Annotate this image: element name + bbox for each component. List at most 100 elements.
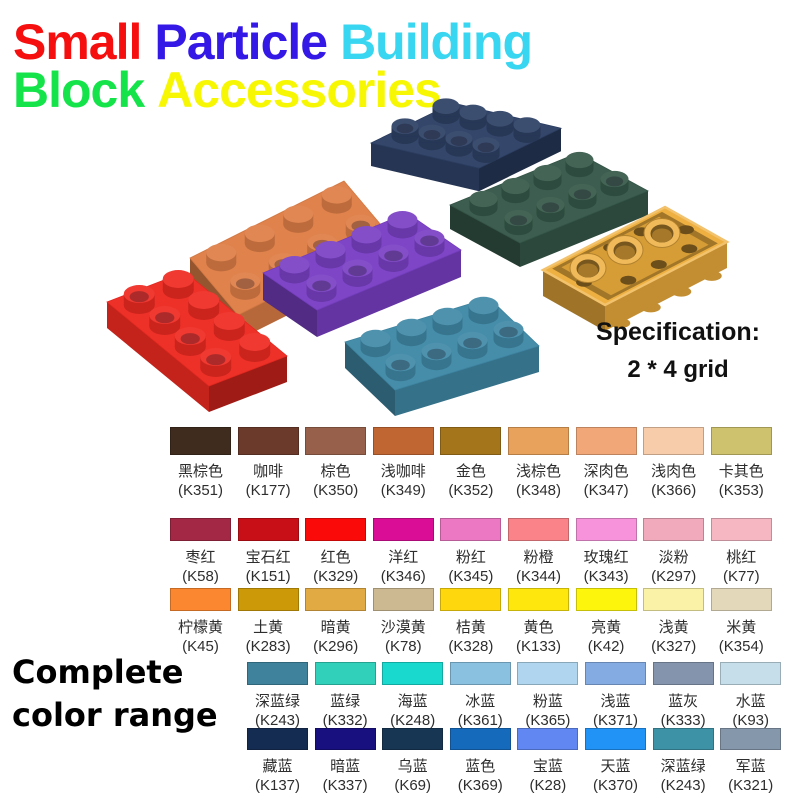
- color-chip: [237, 518, 299, 541]
- color-swatch-K369: 蓝色 (K369): [446, 728, 514, 795]
- title-word-particle: Particle: [154, 14, 328, 70]
- color-swatch-K371: 浅蓝 (K371): [582, 662, 650, 730]
- color-swatch-K58: 枣红 (K58): [167, 518, 235, 586]
- color-code: (K69): [394, 777, 432, 794]
- color-code: (K361): [457, 712, 503, 729]
- brick-red: [106, 270, 288, 412]
- color-code: (K366): [651, 482, 697, 499]
- color-chip: [508, 518, 569, 541]
- title-line-2: Block Accessories: [13, 65, 545, 115]
- color-chip: [508, 427, 569, 455]
- color-name: 宝石红: [245, 549, 291, 566]
- color-swatch-K93: 水蓝 (K93): [717, 662, 785, 730]
- color-swatch-K365: 粉蓝 (K365): [514, 662, 582, 730]
- color-chip: [247, 662, 308, 685]
- color-chip: [575, 427, 637, 455]
- color-name: 洋红: [388, 549, 419, 566]
- color-swatch-K332: 蓝绿 (K332): [311, 662, 379, 730]
- color-code: (K337): [322, 777, 368, 794]
- color-name: 蓝灰: [668, 693, 699, 710]
- color-swatch-K133: 黄色 (K133): [505, 588, 573, 656]
- color-chip: [372, 518, 434, 541]
- color-code: (K344): [515, 568, 562, 585]
- color-chip: [575, 518, 637, 541]
- color-swatch-K137: 藏蓝 (K137): [244, 728, 312, 795]
- color-code: (K350): [313, 482, 359, 499]
- color-chip: [305, 588, 367, 611]
- color-name: 金色: [455, 463, 486, 480]
- color-name: 海蓝: [397, 693, 428, 710]
- specification: Specification: 2 * 4 grid: [558, 317, 798, 385]
- color-name: 深蓝绿: [254, 693, 300, 710]
- color-chip: [508, 588, 569, 611]
- color-swatch-K77: 桃红 (K77): [707, 518, 775, 586]
- brick-gold: [540, 205, 730, 331]
- color-chip: [382, 662, 444, 685]
- brick-dark-green: [449, 151, 649, 267]
- color-swatch-K28: 宝蓝 (K28): [514, 728, 582, 795]
- color-chip: [710, 427, 772, 455]
- color-swatch-K366: 浅肉色 (K366): [640, 427, 708, 500]
- color-chip: [710, 588, 772, 611]
- color-name: 暗蓝: [330, 758, 361, 775]
- color-chip: [237, 427, 299, 455]
- color-swatch-K248: 海蓝 (K248): [379, 662, 447, 730]
- color-swatch-K354: 米黄 (K354): [707, 588, 775, 656]
- color-name: 黑棕色: [177, 463, 223, 480]
- color-chip: [382, 728, 444, 750]
- color-chip: [643, 518, 705, 541]
- color-name: 深蓝绿: [660, 758, 706, 775]
- color-code: (K353): [718, 482, 764, 499]
- color-name: 浅咖啡: [380, 463, 426, 480]
- color-swatch-K347: 深肉色 (K347): [572, 427, 640, 500]
- color-code: (K332): [322, 712, 368, 729]
- color-chip: [170, 588, 231, 611]
- color-chip: [237, 588, 299, 611]
- color-swatch-K283: 土黄 (K283): [234, 588, 302, 656]
- color-code: (K333): [660, 712, 706, 729]
- color-chip: [643, 427, 705, 455]
- color-swatch-K329: 红色 (K329): [302, 518, 370, 586]
- color-chip: [372, 427, 434, 455]
- brick-purple: [262, 211, 462, 337]
- color-swatch-K297: 淡粉 (K297): [640, 518, 708, 586]
- color-code: (K137): [254, 777, 301, 794]
- color-chip: [710, 518, 772, 541]
- color-name: 蓝绿: [330, 693, 361, 710]
- color-name: 宝蓝: [532, 758, 563, 775]
- color-swatch-K351: 黑棕色 (K351): [167, 427, 235, 500]
- color-code: (K369): [457, 777, 503, 794]
- color-chip: [585, 728, 646, 750]
- color-name: 乌蓝: [397, 758, 428, 775]
- color-name: 浅蓝: [600, 693, 631, 710]
- color-code: (K45): [182, 638, 219, 655]
- color-code: (K177): [245, 482, 291, 499]
- color-code: (K345): [448, 568, 494, 585]
- color-code: (K346): [380, 568, 426, 585]
- complete-color-range-label: Complete color range: [12, 651, 218, 737]
- color-name: 暗黄: [320, 619, 351, 636]
- color-code: (K243): [660, 777, 706, 794]
- color-name: 咖啡: [253, 463, 284, 480]
- color-swatch-K328: 桔黄 (K328): [437, 588, 505, 656]
- color-chip: [585, 662, 646, 685]
- color-swatch-K346: 洋红 (K346): [369, 518, 437, 586]
- title-word-building: Building: [340, 14, 533, 70]
- color-name: 玫瑰红: [583, 549, 629, 566]
- color-swatch-K327: 浅黄 (K327): [640, 588, 708, 656]
- color-name: 水蓝: [735, 693, 766, 710]
- color-chip: [575, 588, 637, 611]
- color-name: 柠檬黄: [177, 619, 223, 636]
- color-chip: [305, 427, 367, 455]
- title-line-1: Small Particle Building: [13, 14, 545, 70]
- color-swatch-K348: 浅棕色 (K348): [505, 427, 573, 500]
- color-swatch-K343: 玫瑰红 (K343): [572, 518, 640, 586]
- color-code: (K77): [722, 568, 760, 585]
- color-name: 红色: [320, 549, 351, 566]
- color-code: (K297): [651, 568, 697, 585]
- color-chip: [449, 728, 511, 750]
- color-swatch-K177: 咖啡 (K177): [234, 427, 302, 500]
- color-chip: [305, 518, 367, 541]
- color-code: (K151): [245, 568, 291, 585]
- color-code: (K370): [592, 777, 639, 794]
